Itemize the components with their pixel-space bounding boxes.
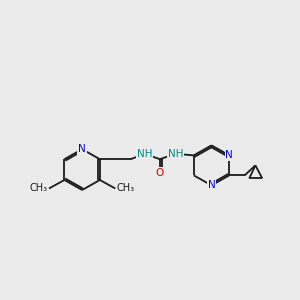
Text: O: O [156, 168, 164, 178]
Text: NH: NH [137, 149, 152, 159]
Text: N: N [78, 144, 86, 154]
Text: N: N [225, 150, 233, 160]
Text: N: N [208, 180, 215, 190]
Text: CH₃: CH₃ [117, 184, 135, 194]
Text: NH: NH [168, 149, 183, 159]
Text: CH₃: CH₃ [29, 184, 47, 194]
